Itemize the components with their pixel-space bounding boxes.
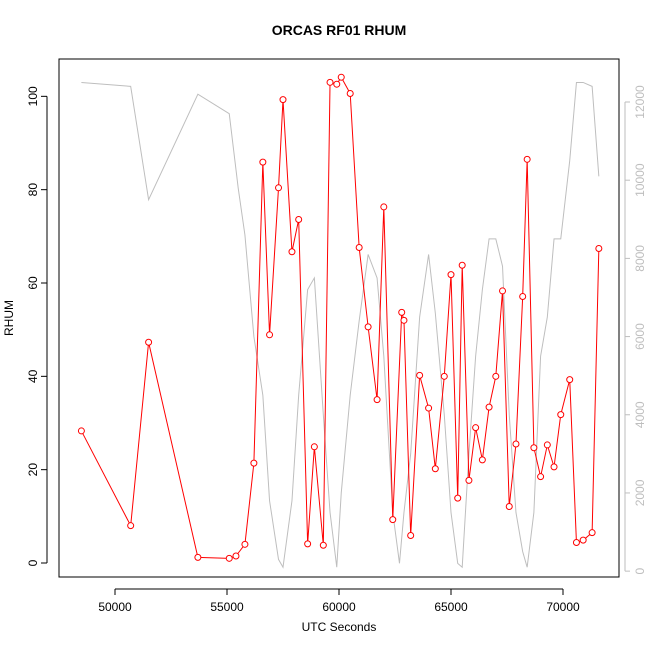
- primary-data-point: [458, 261, 466, 269]
- chart-title: ORCAS RF01 RHUM: [272, 22, 407, 38]
- primary-data-point: [572, 538, 580, 546]
- y2-tick-label: 4000: [633, 401, 647, 428]
- primary-data-point: [566, 376, 574, 384]
- primary-data-point: [346, 90, 354, 98]
- primary-data-point: [259, 158, 267, 166]
- primary-data-point: [523, 155, 531, 163]
- primary-data-point: [550, 463, 558, 471]
- primary-data-point: [557, 411, 565, 419]
- primary-data-point: [310, 443, 318, 451]
- y2-tick-label: 6000: [633, 323, 647, 350]
- y-axis: 0 20 40 60 80 100: [26, 86, 48, 566]
- x-tick-label: 55000: [210, 600, 244, 614]
- primary-data-point: [333, 80, 341, 88]
- primary-data-point: [355, 244, 363, 252]
- primary-series-line: [80, 76, 600, 559]
- series-layer: [77, 73, 603, 569]
- x-tick-label: 60000: [322, 600, 356, 614]
- primary-data-point: [512, 440, 520, 448]
- y-axis-label: RHUM: [2, 300, 16, 336]
- primary-data-point: [319, 541, 327, 549]
- primary-data-point: [380, 203, 388, 211]
- primary-data-point: [279, 96, 287, 104]
- y-tick-label: 0: [26, 559, 40, 566]
- primary-data-point: [275, 184, 283, 192]
- primary-data-point: [400, 316, 408, 324]
- primary-data-point: [588, 529, 596, 537]
- primary-data-point: [241, 540, 249, 548]
- y-tick-label: 40: [26, 369, 40, 383]
- primary-data-point: [537, 473, 545, 481]
- primary-data-point: [250, 459, 258, 467]
- primary-data-point: [425, 404, 433, 412]
- primary-data-point: [530, 444, 538, 452]
- primary-data-point: [505, 503, 513, 511]
- primary-data-point: [266, 331, 274, 339]
- primary-data-point: [431, 465, 439, 473]
- primary-data-point: [543, 441, 551, 449]
- y-tick-label: 20: [26, 463, 40, 477]
- primary-data-point: [288, 248, 296, 256]
- x-tick-label: 70000: [546, 600, 580, 614]
- y2-tick-label: 2000: [633, 479, 647, 506]
- primary-data-point: [364, 323, 372, 331]
- y2-tick-label: 10000: [633, 163, 647, 197]
- primary-data-point: [77, 427, 85, 435]
- primary-data-point: [454, 494, 462, 502]
- y-tick-label: 60: [26, 276, 40, 290]
- primary-data-point: [337, 73, 345, 81]
- primary-data-point: [519, 293, 527, 301]
- primary-data-point: [295, 216, 303, 224]
- x-axis-label: UTC Seconds: [302, 620, 377, 634]
- primary-data-point: [478, 456, 486, 464]
- y-tick-label: 100: [26, 86, 40, 106]
- primary-data-point: [485, 403, 493, 411]
- primary-data-point: [389, 516, 397, 524]
- x-tick-label: 65000: [434, 600, 468, 614]
- primary-data-point: [579, 536, 587, 544]
- primary-data-point: [232, 552, 240, 560]
- secondary-series-line: [81, 81, 600, 569]
- x-tick-label: 50000: [98, 600, 132, 614]
- primary-data-point: [472, 424, 480, 432]
- primary-data-point: [398, 308, 406, 316]
- primary-data-point: [492, 372, 500, 380]
- primary-data-point: [304, 540, 312, 548]
- primary-data-point: [440, 372, 448, 380]
- primary-data-point: [407, 531, 415, 539]
- plot-frame: [58, 58, 620, 578]
- primary-data-point: [416, 371, 424, 379]
- secondary-y-axis: 0 2000 4000 6000 8000 10000 12000: [624, 85, 647, 574]
- y-tick-label: 80: [26, 183, 40, 197]
- primary-data-point: [447, 271, 455, 279]
- y2-tick-label: 8000: [633, 245, 647, 272]
- primary-data-point: [499, 287, 507, 295]
- primary-data-point: [465, 476, 473, 484]
- y2-tick-label: 0: [633, 567, 647, 574]
- primary-data-point: [225, 554, 233, 562]
- primary-data-point: [145, 338, 153, 346]
- primary-data-point: [194, 553, 202, 561]
- x-axis: 50000 55000 60000 65000 70000: [98, 588, 580, 614]
- y2-tick-label: 12000: [633, 85, 647, 119]
- primary-data-point: [127, 522, 135, 530]
- primary-data-point: [595, 244, 603, 252]
- primary-data-point: [326, 78, 334, 86]
- primary-data-point: [373, 396, 381, 404]
